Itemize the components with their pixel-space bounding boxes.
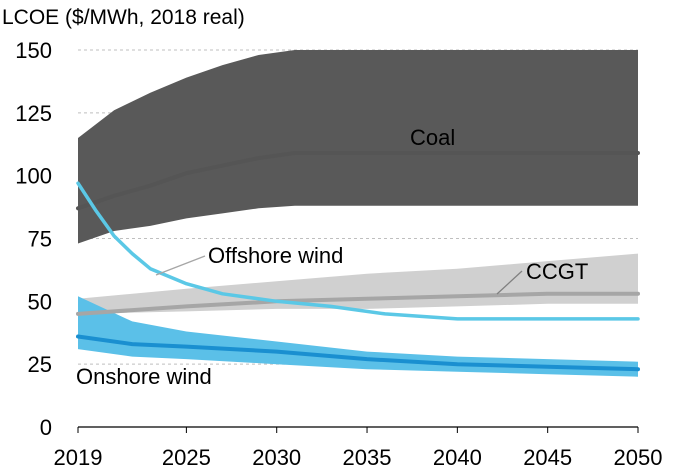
y-tick-label: 75 <box>28 227 52 252</box>
x-tick-label: 2045 <box>523 445 572 470</box>
coal-line <box>76 151 640 211</box>
x-tick-label: 2019 <box>54 445 103 470</box>
ccgt-line <box>76 291 640 316</box>
series-labels: Coal Offshore wind CCGT Onshore wind <box>76 125 588 389</box>
x-tick-label: 2040 <box>433 445 482 470</box>
ccgt-band <box>78 253 638 314</box>
axes <box>77 426 639 433</box>
x-tick-label: 2035 <box>343 445 392 470</box>
series-lines <box>76 151 640 372</box>
y-tick-label: 100 <box>15 164 52 189</box>
x-tick-label: 2030 <box>252 445 301 470</box>
offshore-wind-line <box>76 181 640 321</box>
onshore-wind-label: Onshore wind <box>76 364 212 389</box>
offshore-wind-label: Offshore wind <box>208 243 343 268</box>
x-tick-label: 2025 <box>162 445 211 470</box>
y-tick-label: 25 <box>28 352 52 377</box>
y-tick-label: 0 <box>40 415 52 440</box>
coal-label: Coal <box>410 125 455 150</box>
y-tick-label: 50 <box>28 289 52 314</box>
uncertainty-bands <box>78 50 638 377</box>
ccgt-label: CCGT <box>526 259 588 284</box>
onshore-wind-band <box>78 296 638 377</box>
ccgt-leader-line <box>496 270 523 295</box>
y-tick-label: 150 <box>15 38 52 63</box>
offshore-wind-leader-line <box>155 255 206 276</box>
x-tick-label: 2050 <box>614 445 663 470</box>
chart-title: LCOE ($/MWh, 2018 real) <box>2 6 245 29</box>
coal-band <box>78 50 638 244</box>
tick-labels: 0 25 50 75 100 125 150 2019 2025 2030 2035 2040 2045… <box>15 38 662 470</box>
y-tick-label: 125 <box>15 101 52 126</box>
onshore-wind-line <box>76 334 640 372</box>
